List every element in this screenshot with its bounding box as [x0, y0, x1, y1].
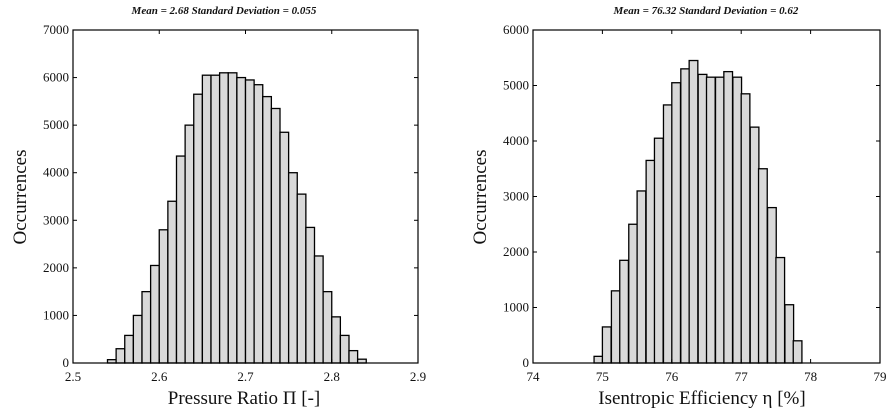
chart1-bar [305, 226, 316, 364]
chart2-bar [697, 73, 708, 364]
chart1-xlabel: Pressure Ratio Π [-] [168, 388, 321, 409]
chart1-xtick-label: 2.8 [324, 369, 340, 384]
chart2-ytick-label: 1000 [503, 300, 529, 315]
chart1-xtick-label: 2.6 [151, 369, 168, 384]
chart1-xtick-label: 2.5 [65, 369, 81, 384]
chart1-bar [167, 200, 178, 364]
chart1-bar [124, 334, 135, 364]
chart1-bar [149, 264, 160, 364]
chart2-xtick-label: 78 [804, 369, 817, 384]
chart2-xtick-label: 76 [665, 369, 679, 384]
chart2-bar [645, 159, 656, 364]
chart1-ytick-label: 7000 [43, 22, 69, 37]
chart1-bar [287, 172, 298, 364]
chart1-bar [331, 316, 342, 364]
chart2-bar [680, 68, 691, 364]
chart1-title: Mean = 2.68 Standard Deviation = 0.055 [131, 5, 317, 17]
chart1-bar [115, 348, 126, 364]
chart2-xtick-label: 74 [527, 369, 541, 384]
chart2-bar [792, 340, 803, 364]
chart1-bar [253, 84, 264, 364]
chart1-bar [175, 155, 186, 364]
chart2-bar [636, 190, 647, 364]
chart2-plot-area: 74 75 76 77 78 79 0 1000 2000 3000 4000 5000 6000 [503, 22, 887, 384]
chart1-bar [348, 349, 359, 364]
chart1-xtick-label: 2.9 [410, 369, 426, 384]
chart2-bar [653, 137, 664, 364]
chart1-bar [193, 93, 204, 364]
chart1-bar [296, 193, 307, 364]
chart2-xtick-label: 77 [735, 369, 749, 384]
chart2-bar [749, 126, 760, 364]
chart2-ytick-label: 6000 [503, 22, 529, 37]
chart2-bar [714, 76, 725, 364]
chart2-bar [740, 93, 751, 364]
chart2-ytick-label: 4000 [503, 133, 529, 148]
chart1-ytick-label: 0 [63, 355, 70, 370]
chart2-bar [705, 76, 716, 364]
chart1-bar [210, 74, 221, 364]
chart1-xtick-label: 2.7 [237, 369, 254, 384]
chart2-bar [601, 326, 612, 364]
chart1-bar [132, 314, 143, 364]
chart1-bar [236, 76, 247, 364]
chart1-bar [244, 79, 255, 364]
chart1-ytick-label: 6000 [43, 70, 69, 85]
chart1-bar [227, 72, 238, 364]
chart2-bar [671, 82, 682, 364]
chart1-bar [218, 72, 229, 364]
chart1-ytick-label: 1000 [43, 307, 69, 322]
chart2-bar [628, 223, 639, 364]
chart2-ytick-label: 0 [523, 355, 530, 370]
chart1-ytick-label: 2000 [43, 260, 69, 275]
chart2-bar [593, 355, 604, 364]
chart1-bar [270, 107, 281, 364]
chart1-bar [262, 95, 273, 364]
chart2-bar [688, 59, 699, 364]
chart1-bar [158, 229, 169, 364]
chart1-bar [322, 290, 333, 364]
chart2-ytick-label: 5000 [503, 78, 529, 93]
chart2-ytick-label: 2000 [503, 244, 529, 259]
chart2-bar [610, 290, 621, 364]
chart1-bar [339, 334, 350, 364]
chart1-bar [279, 131, 290, 364]
chart1-ylabel: Occurrences [10, 150, 31, 245]
chart2-xtick-label: 79 [874, 369, 887, 384]
chart1-bar [201, 74, 212, 364]
chart2-bar [662, 104, 673, 364]
chart1-ytick-label: 3000 [43, 212, 69, 227]
chart2-ylabel: Occurrences [470, 150, 491, 245]
chart2-xtick-label: 75 [596, 369, 609, 384]
chart1-ytick-label: 5000 [43, 117, 69, 132]
chart1-bar [184, 124, 195, 364]
chart2-bar [775, 256, 786, 364]
chart2-bar [757, 168, 768, 364]
chart2-bar [723, 70, 734, 364]
chart2-xlabel: Isentropic Efficiency η [%] [598, 388, 805, 409]
chart2-title: Mean = 76.32 Standard Deviation = 0.62 [613, 5, 799, 17]
chart2-bar [784, 304, 795, 364]
chart1-bar [141, 290, 152, 364]
chart2-bar [766, 206, 777, 364]
chart2-ytick-label: 3000 [503, 189, 529, 204]
chart2-bar [732, 76, 743, 364]
chart1-plot-area: 2.5 2.6 2.7 2.8 2.9 0 1000 2000 3000 4000 5000 6000… [43, 22, 426, 384]
chart1-ytick-label: 4000 [43, 165, 69, 180]
chart2-bar [619, 259, 630, 364]
chart1-bar [313, 255, 324, 364]
